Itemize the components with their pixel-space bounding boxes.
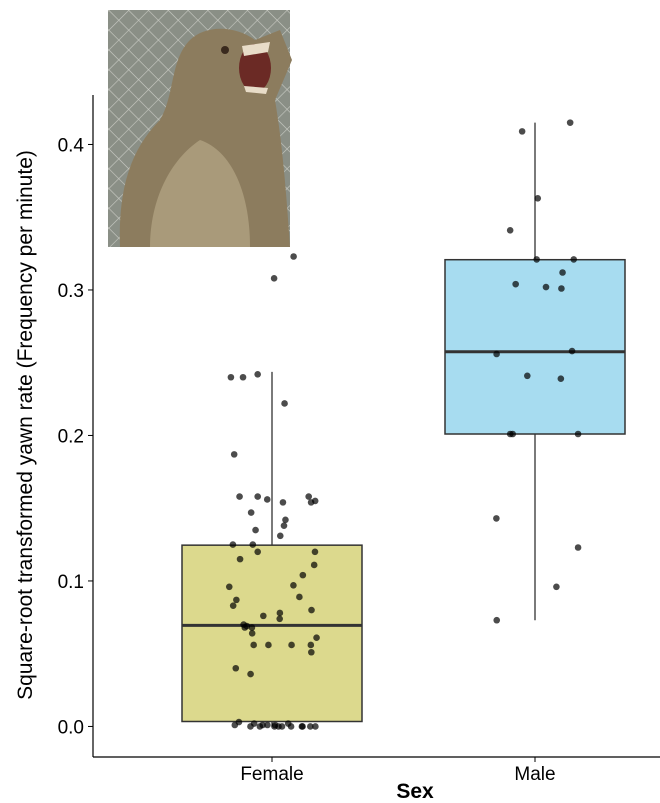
data-point [296,594,303,601]
data-point [250,642,257,649]
data-point [299,723,306,730]
data-point [313,634,320,641]
data-point [288,723,295,730]
data-point [493,515,500,522]
data-point [264,496,271,503]
data-point [249,630,256,637]
data-point [281,400,288,407]
x-tick-label: Female [240,764,303,785]
data-point [254,493,261,500]
data-point [524,373,531,380]
data-point [249,624,256,631]
data-point [240,374,247,381]
data-point [281,522,288,529]
data-point [533,256,540,263]
data-point [507,227,514,234]
data-point [308,649,315,656]
data-point [231,722,238,729]
data-point [308,607,315,614]
data-point [254,371,261,378]
data-point [257,723,264,730]
data-point [509,431,516,438]
data-point [553,583,560,590]
data-point [558,285,565,292]
data-point [230,541,237,548]
data-point [534,195,541,202]
data-point [308,642,315,649]
data-point [312,549,319,556]
y-tick-label: 0.2 [58,426,84,447]
box [182,545,362,721]
data-point [265,642,272,649]
data-point [575,431,582,438]
data-point [226,583,233,590]
data-point [308,499,315,506]
x-tick-label: Male [514,764,555,785]
data-point [241,624,248,631]
data-point [276,615,283,622]
data-point [237,556,244,563]
data-point [290,253,297,260]
data-point [311,562,318,569]
data-point [569,348,576,355]
data-point [493,617,500,624]
data-point [575,544,582,551]
data-point [277,533,284,540]
data-point [307,723,314,730]
data-point [512,281,519,288]
data-point [493,351,500,358]
data-point [519,128,526,135]
data-point [252,527,259,534]
x-axis-title: Sex [396,780,434,803]
data-point [260,613,267,620]
data-point [250,541,257,548]
data-point [543,284,550,291]
data-point [570,256,577,263]
data-point [230,602,237,609]
data-point [233,597,240,604]
data-point [254,549,261,556]
data-point [247,671,254,678]
data-point [231,451,238,458]
y-tick-label: 0.1 [58,572,84,593]
y-tick-label: 0.4 [58,135,85,156]
data-point [559,269,566,276]
data-point [305,493,312,500]
data-point [247,723,254,730]
data-point [280,499,287,506]
data-point [290,582,297,589]
data-point [228,374,235,381]
box [445,260,625,434]
data-point [288,642,295,649]
monkey-photo [108,10,292,247]
data-point [277,610,284,617]
data-point [300,572,307,579]
y-axis-title: Square-root transformed yawn rate (Frequ… [14,150,37,700]
y-tick-label: 0.3 [58,281,84,302]
data-point [248,509,255,516]
data-point [558,375,565,382]
data-point [282,517,289,524]
chart: Square-root transformed yawn rate (Frequ… [0,0,660,803]
data-point [232,665,239,672]
data-point [271,275,278,282]
y-tick-label: 0.0 [58,717,84,738]
data-point [567,119,574,126]
data-point [236,493,243,500]
data-point [279,723,286,730]
